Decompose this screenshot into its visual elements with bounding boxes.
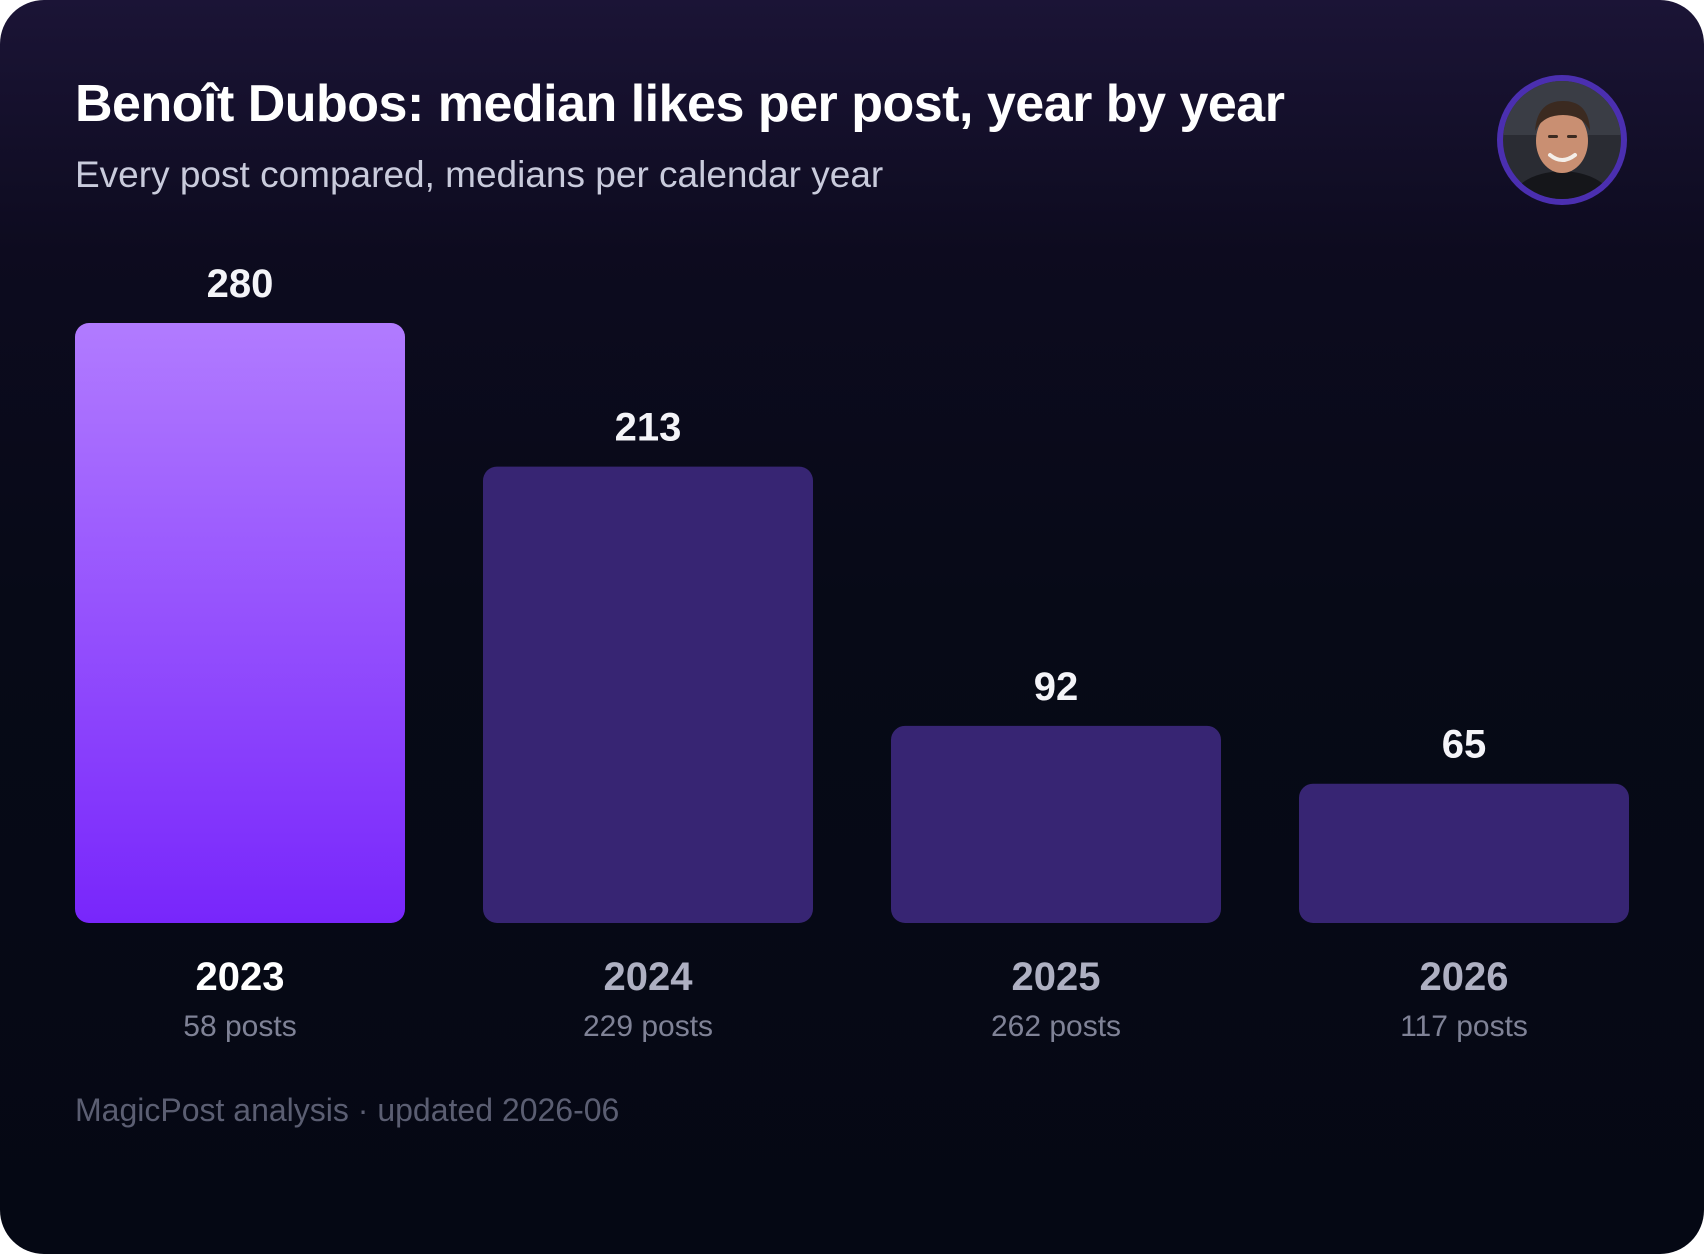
post-count-label: 262 posts [991,1010,1121,1043]
post-count-label: 229 posts [583,1010,713,1043]
x-tick-label: 2024 [604,955,694,999]
x-tick-label: 2026 [1420,955,1509,999]
value-label: 213 [615,406,682,450]
author-avatar [1497,75,1627,205]
bar-2024 [483,466,813,923]
post-count-label: 117 posts [1400,1010,1528,1043]
x-tick-label: 2025 [1012,955,1101,999]
bar-2025 [891,725,1221,923]
bar-2026 [1299,783,1629,923]
post-count-label: 58 posts [183,1010,296,1043]
bar-2023 [75,323,405,923]
value-label: 65 [1442,723,1487,767]
x-tick-label: 2023 [196,955,285,999]
value-label: 92 [1034,665,1079,709]
value-label: 280 [207,262,274,306]
chart-subtitle: Every post compared, medians per calenda… [75,154,884,195]
footer-source: MagicPost analysis · updated 2026-06 [75,1092,620,1128]
chart-title: Benoît Dubos: median likes per post, yea… [75,75,1285,133]
avatar-portrait-icon [1500,78,1624,202]
